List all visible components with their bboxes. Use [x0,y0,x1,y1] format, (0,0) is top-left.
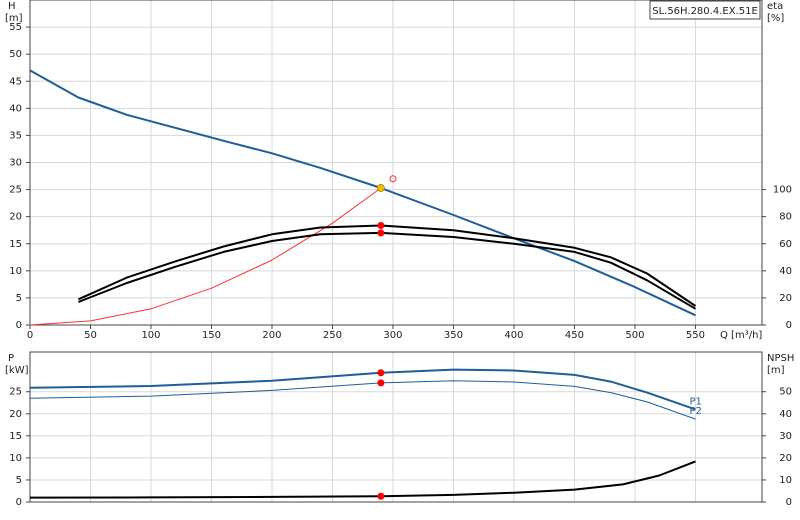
series-line [29,69,696,317]
y-tick-label: 25 [9,387,22,398]
y-tick-label: 20 [9,212,22,223]
operating-point [377,369,385,377]
y-axis-unit: [kW] [5,365,29,376]
x-tick-label: 350 [444,330,463,341]
x-tick-label: 300 [383,330,402,341]
x-tick-label: 550 [686,330,705,341]
y-tick-label: 20 [9,409,22,420]
operating-point [389,175,397,183]
series-label: P2 [689,406,701,417]
y-tick-label: 5 [16,475,22,486]
x-tick-label: 150 [202,330,221,341]
x-tick-label: 100 [141,330,160,341]
plot-frame [29,351,763,503]
operating-point [377,221,385,229]
series-line [29,460,696,499]
chart-title: SL.56H.280.4.EX.51E [652,6,758,17]
operating-point [377,492,385,500]
y2-tick-label: 0 [786,320,792,331]
y-tick-label: 10 [9,453,22,464]
y-tick-label: 10 [9,266,22,277]
y-tick-label: 0 [16,320,22,331]
x-tick-label: 500 [625,330,644,341]
y2-tick-label: 40 [779,266,792,277]
y2-tick-label: 10 [779,475,792,486]
y2-tick-label: 0 [786,497,792,508]
y2-axis-unit: [%] [767,13,784,24]
y-tick-label: 25 [9,185,22,196]
y-tick-label: 50 [9,49,22,60]
y2-tick-label: 80 [779,212,792,223]
y2-axis-label: eta [767,1,783,12]
y-tick-label: 35 [9,130,22,141]
y-tick-label: 45 [9,76,22,87]
y-tick-label: 5 [16,293,22,304]
operating-point [376,184,385,192]
y-tick-label: 30 [9,158,22,169]
x-axis-label: Q [m³/h] [720,330,762,341]
plot-frame [29,0,763,326]
operating-point [377,229,385,237]
series-line [29,368,696,411]
y-axis-label: H [8,1,16,12]
series-label: P1 [689,396,701,407]
series-line [29,187,382,326]
x-tick-label: 200 [262,330,281,341]
y-tick-label: 40 [9,103,22,114]
y-tick-label: 15 [9,239,22,250]
y2-axis-unit: [m] [767,365,785,376]
x-tick-label: 50 [84,330,97,341]
y2-axis-label: NPSH [767,353,794,364]
series-line [77,224,697,307]
y2-tick-label: 20 [779,453,792,464]
series-line [29,380,696,420]
y-tick-label: 0 [16,497,22,508]
y2-tick-label: 40 [779,409,792,420]
y-tick-label: 15 [9,431,22,442]
y2-tick-label: 100 [773,185,792,196]
y2-tick-label: 20 [779,293,792,304]
x-tick-label: 0 [27,330,33,341]
y2-tick-label: 60 [779,239,792,250]
y2-tick-label: 50 [779,387,792,398]
y-axis-unit: [m] [5,13,23,24]
x-tick-label: 400 [504,330,523,341]
y-axis-label: P [8,353,14,364]
operating-point [377,379,385,387]
y2-tick-label: 30 [779,431,792,442]
x-tick-label: 450 [565,330,584,341]
y-tick-label: 55 [9,22,22,33]
x-tick-label: 250 [323,330,342,341]
title-box [649,0,761,20]
